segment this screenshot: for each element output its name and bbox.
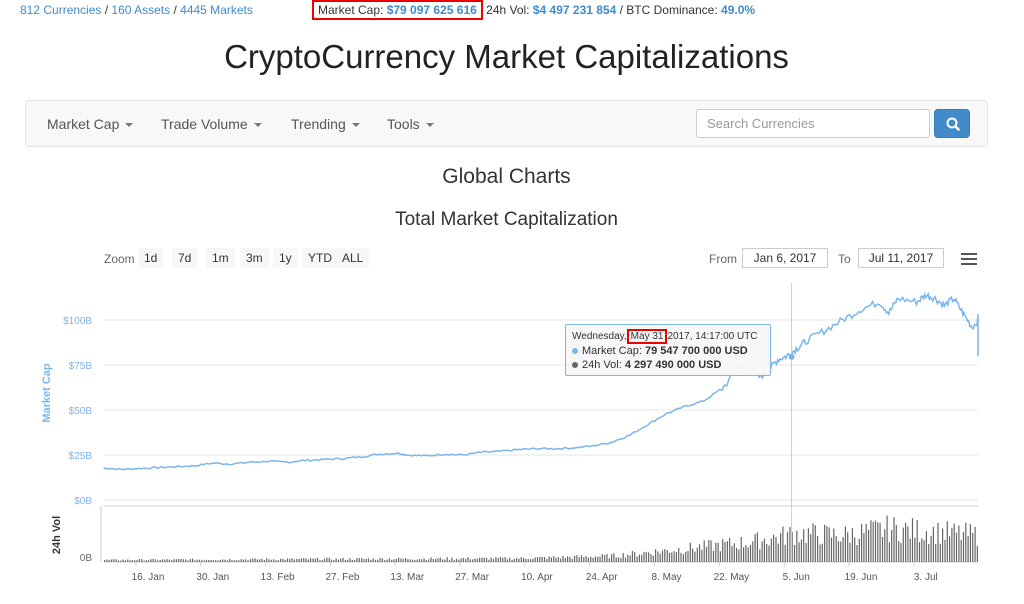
nav-tools[interactable]: Tools (387, 116, 434, 132)
market-cap-label: Market Cap: (318, 3, 384, 17)
tooltip-date-row: Wednesday, May 31 2017, 14:17:00 UTC (572, 329, 764, 344)
currencies-link[interactable]: 812 Currencies (20, 3, 102, 17)
from-label: From (709, 252, 737, 266)
zoom-label: Zoom (104, 252, 135, 266)
chart-container: Zoom 1d 7d 1m 3m 1y YTD ALL From Jan 6, … (0, 240, 1024, 604)
caret-down-icon (425, 123, 434, 128)
tooltip-vol-value: 4 297 490 000 USD (624, 359, 722, 371)
search-input[interactable] (696, 109, 930, 138)
nav-market-cap[interactable]: Market Cap (47, 116, 134, 132)
markets-link[interactable]: 4445 Markets (180, 3, 253, 17)
market-cap-highlight: Market Cap: $79 097 625 616 (312, 0, 483, 20)
btc-dominance-value: 49.0% (721, 3, 756, 17)
caret-down-icon (351, 123, 360, 128)
tooltip-day: Wednesday, (572, 331, 627, 342)
stats-right: Market Cap: $79 097 625 616 24h Vol: $4 … (312, 0, 755, 20)
nav-label: Trade Volume (161, 116, 248, 132)
tooltip-vol-label: 24h Vol: (582, 359, 622, 371)
nav-trending[interactable]: Trending (291, 116, 360, 132)
tooltip-cap-row: Market Cap: 79 547 700 000 USD (572, 344, 764, 358)
to-date-input[interactable]: Jul 11, 2017 (858, 248, 944, 268)
tooltip-time: 2017, 14:17:00 UTC (667, 331, 758, 342)
nav-label: Tools (387, 116, 420, 132)
tooltip-date-highlight: May 31 (626, 329, 668, 344)
vol-label: 24h Vol: (486, 3, 530, 17)
vol-value: $4 497 231 854 (532, 3, 617, 17)
caret-down-icon (253, 123, 262, 128)
tooltip-vol-row: 24h Vol: 4 297 490 000 USD (572, 358, 764, 372)
series-dot-icon (572, 362, 578, 369)
zoom-ytd-button[interactable]: YTD (302, 248, 338, 268)
nav-label: Trending (291, 116, 346, 132)
zoom-1m-button[interactable]: 1m (206, 248, 235, 268)
section-title: Global Charts (442, 165, 571, 188)
market-cap-value: $79 097 625 616 (386, 3, 477, 17)
tooltip-cap-label: Market Cap: (582, 345, 642, 357)
stats-left: 812 Currencies / 160 Assets / 4445 Marke… (20, 0, 253, 20)
caret-down-icon (125, 123, 134, 128)
navbar: Market Cap Trade Volume Trending Tools (25, 100, 988, 147)
to-label: To (838, 252, 851, 266)
search-button[interactable] (934, 109, 970, 138)
btc-label: / BTC Dominance: (619, 3, 718, 17)
zoom-1y-button[interactable]: 1y (273, 248, 298, 268)
assets-link[interactable]: 160 Assets (111, 3, 171, 17)
zoom-3m-button[interactable]: 3m (240, 248, 269, 268)
sep: / (173, 3, 177, 17)
zoom-7d-button[interactable]: 7d (172, 248, 198, 268)
tooltip-cap-value: 79 547 700 000 USD (644, 345, 748, 357)
nav-trade-volume[interactable]: Trade Volume (161, 116, 262, 132)
stats-bar: 812 Currencies / 160 Assets / 4445 Marke… (0, 0, 1024, 20)
chart-tooltip: Wednesday, May 31 2017, 14:17:00 UTC Marke… (565, 324, 771, 376)
page-title: CryptoCurrency Market Capitalizations (224, 38, 789, 75)
sep: / (104, 3, 109, 17)
chart-menu-icon[interactable] (961, 253, 977, 265)
search-icon (946, 117, 960, 131)
from-date-input[interactable]: Jan 6, 2017 (742, 248, 828, 268)
zoom-all-button[interactable]: ALL (336, 248, 370, 268)
zoom-1d-button[interactable]: 1d (138, 248, 164, 268)
nav-label: Market Cap (47, 116, 120, 132)
chart-title: Total Market Capitalization (395, 209, 618, 230)
series-dot-icon (572, 348, 578, 355)
